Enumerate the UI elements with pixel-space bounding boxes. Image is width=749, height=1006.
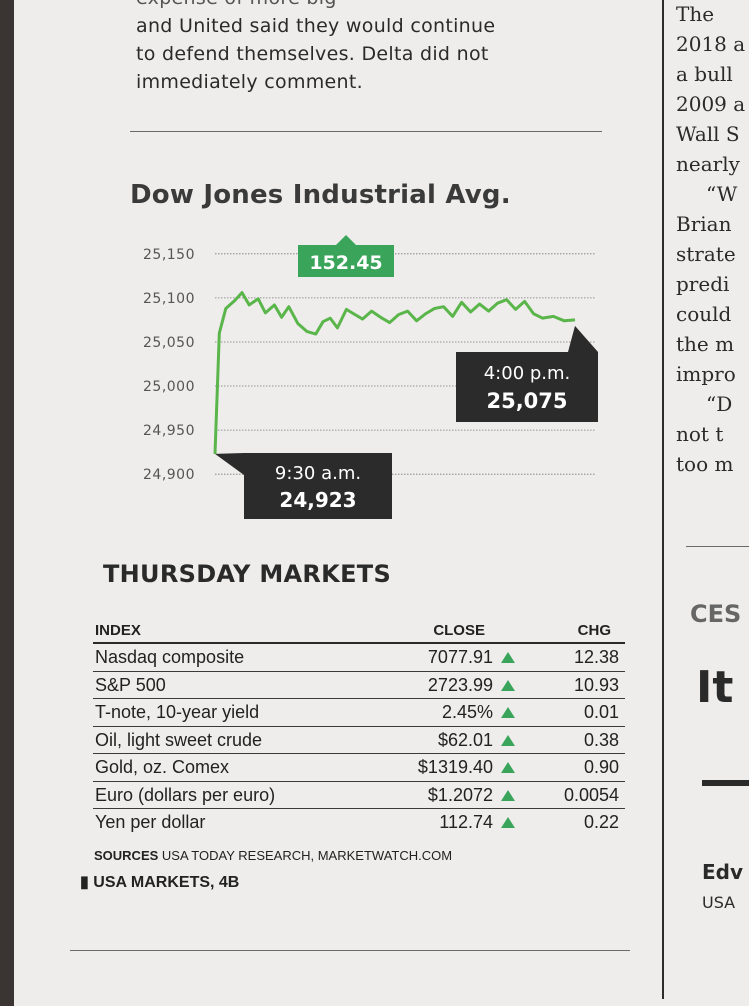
table-row: Gold, oz. Comex $1319.40 0.90 [93, 754, 625, 782]
chg-value: 10.93 [573, 674, 619, 695]
up-arrow-icon [501, 817, 515, 828]
close-value: 7077.91 [427, 647, 493, 667]
reference-bullet-icon: ▮ [80, 874, 89, 891]
up-arrow-icon [501, 789, 515, 801]
sources-line: SOURCES USA TODAY RESEARCH, MARKETWATCH.… [94, 848, 452, 863]
sources-text: USA TODAY RESEARCH, MARKETWATCH.COM [161, 848, 453, 863]
chg-value: 0.22 [583, 812, 619, 832]
adjacent-headline: It [696, 662, 734, 713]
adjacent-rule [702, 780, 749, 786]
close-value: $1.2072 [427, 784, 493, 805]
up-arrow-icon [501, 734, 515, 746]
adjacent-text-line: too m [676, 452, 734, 476]
close-value: 2.45% [441, 702, 493, 722]
table-row: S&P 500 2723.99 10.93 [93, 672, 625, 699]
adjacent-column: The 2018 a a bull 2009 a Wall S nearly “W Brian… [672, 0, 749, 999]
open-value-label: 24,923 [279, 488, 356, 512]
adjacent-text-line: 2009 a [676, 92, 746, 116]
adjacent-text-line: the m [676, 332, 735, 356]
y-tick-label: 25,100 [143, 291, 195, 307]
adjacent-text-line: Brian [676, 212, 732, 236]
table-row: Oil, light sweet crude $62.01 0.38 [93, 727, 625, 754]
adjacent-divider [686, 546, 749, 547]
adjacent-text-line: strate [676, 242, 736, 266]
index-name: Yen per dollar [95, 812, 206, 832]
table-row: Euro (dollars per euro) $1.2072 0.0054 [93, 782, 625, 809]
index-name: Euro (dollars per euro) [95, 784, 276, 805]
change-label: 152.45 [309, 252, 382, 274]
close-value: $62.01 [437, 729, 493, 750]
up-arrow-icon [501, 762, 515, 773]
y-tick-label: 25,050 [143, 335, 195, 351]
adjacent-text-line: “D [706, 392, 733, 416]
index-name: T-note, 10-year yield [95, 702, 260, 722]
close-callout [456, 325, 598, 422]
up-arrow-icon [501, 707, 515, 718]
markets-title: THURSDAY MARKETS [103, 560, 392, 588]
adjacent-text-line: 2018 a [676, 32, 746, 56]
chg-value: 0.38 [583, 729, 619, 750]
y-tick-label: 25,150 [143, 247, 195, 263]
adjacent-text-line: “W [706, 182, 738, 206]
page-reference: ▮ USA MARKETS, 4B [80, 872, 239, 892]
close-time-label: 4:00 p.m. [484, 363, 571, 384]
chg-value: 0.0054 [563, 784, 619, 805]
close-value: 2723.99 [427, 674, 493, 695]
column-rule [662, 0, 664, 999]
adjacent-text-line: impro [676, 362, 736, 386]
adjacent-text-line: could [676, 302, 732, 326]
dow-line-series [213, 291, 576, 454]
adjacent-text-line: Wall S [676, 122, 740, 146]
chg-value: 0.90 [583, 757, 619, 777]
index-name: S&P 500 [95, 674, 166, 695]
close-value: 112.74 [439, 812, 493, 832]
y-tick-label: 24,950 [143, 423, 195, 439]
story-line: and United said they would continue [136, 15, 496, 37]
change-badge [298, 235, 394, 277]
adjacent-text-line: a bull [676, 62, 733, 86]
reference-text: USA MARKETS, 4B [93, 874, 240, 891]
table-row: T-note, 10-year yield 2.45% 0.01 [93, 699, 625, 727]
adjacent-section-label: CES [690, 600, 742, 628]
index-name: Gold, oz. Comex [95, 757, 230, 777]
header-close: CLOSE [433, 622, 485, 639]
y-tick-label: 25,000 [143, 379, 195, 395]
adjacent-byline-org: USA [702, 893, 736, 912]
section-divider [130, 131, 602, 132]
header-chg: CHG [577, 622, 611, 639]
chg-value: 12.38 [573, 647, 619, 667]
story-line: expense of more big [136, 0, 606, 12]
sources-label: SOURCES [94, 848, 159, 863]
adjacent-text-line: nearly [676, 152, 740, 176]
index-name: Nasdaq composite [95, 647, 245, 667]
close-value: $1319.40 [417, 757, 493, 777]
open-time-label: 9:30 a.m. [275, 463, 361, 484]
up-arrow-icon [501, 679, 515, 691]
chart-title: Dow Jones Industrial Avg. [130, 180, 511, 210]
close-value-label: 25,075 [486, 389, 567, 413]
bottom-divider [70, 950, 630, 951]
adjacent-text-line: not t [676, 422, 724, 446]
table-row: Yen per dollar 112.74 0.22 [93, 809, 625, 836]
index-name: Oil, light sweet crude [95, 729, 263, 750]
adjacent-text-line: predi [676, 272, 730, 296]
adjacent-byline: Edv [702, 860, 744, 884]
open-callout [215, 453, 392, 519]
table-header-row: INDEX CLOSE CHG [93, 616, 625, 644]
story-line: to defend themselves. Delta did not [136, 43, 489, 65]
dow-chart: 25,150 25,100 25,050 25,000 24,950 24,900 152.… [143, 235, 598, 519]
y-tick-label: 24,900 [143, 467, 195, 483]
story-text-top: expense of more big and United said they… [136, 0, 606, 96]
chg-value: 0.01 [583, 702, 619, 722]
header-index: INDEX [95, 622, 141, 639]
up-arrow-icon [501, 652, 515, 663]
table-row: Nasdaq composite 7077.91 12.38 [93, 644, 625, 672]
markets-table: INDEX CLOSE CHG Nasdaq composite 7077.91 1… [93, 616, 625, 836]
story-line: immediately comment. [136, 71, 363, 93]
adjacent-text-line: The [676, 2, 715, 26]
